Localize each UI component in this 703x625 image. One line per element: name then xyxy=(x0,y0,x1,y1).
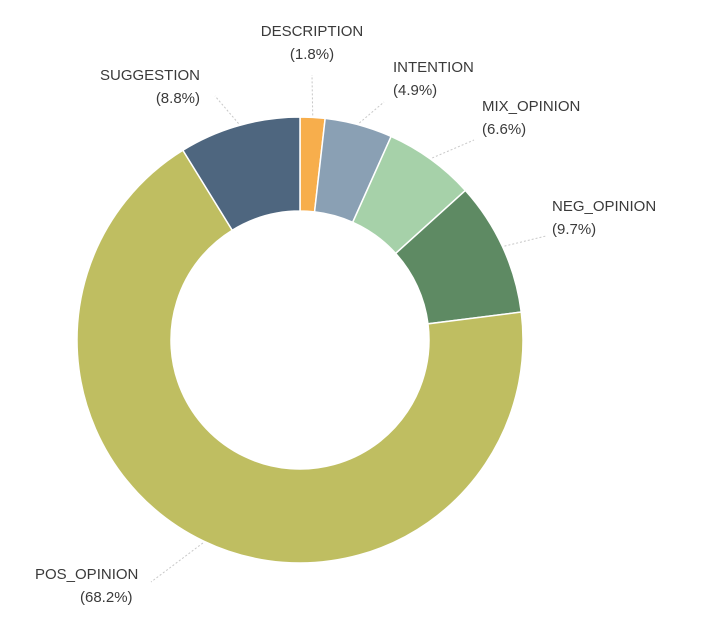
slice-label-intention: INTENTION xyxy=(393,59,474,76)
leader-line-intention xyxy=(359,101,385,124)
slice-percent-mix-opinion: (6.6%) xyxy=(482,121,526,138)
slice-label-neg-opinion: NEG_OPINION xyxy=(552,198,656,215)
slice-label-description: DESCRIPTION xyxy=(261,23,364,40)
slice-percent-pos-opinion: (68.2%) xyxy=(80,589,133,606)
donut-slices xyxy=(76,116,524,564)
slice-label-pos-opinion: POS_OPINION xyxy=(35,566,138,583)
slice-pos-opinion xyxy=(76,149,524,564)
slice-percent-suggestion: (8.8%) xyxy=(156,90,200,107)
leader-line-neg-opinion xyxy=(504,235,547,247)
slice-label-suggestion: SUGGESTION xyxy=(100,67,200,84)
leader-line-pos-opinion xyxy=(150,542,204,583)
slice-labels: DESCRIPTION (1.8%) INTENTION (4.9%) MIX_OPIN… xyxy=(35,23,656,606)
slice-percent-intention: (4.9%) xyxy=(393,82,437,99)
slice-suggestion xyxy=(181,116,301,232)
label-leader-lines xyxy=(150,74,547,583)
slice-percent-neg-opinion: (9.7%) xyxy=(552,221,596,238)
leader-line-mix-opinion xyxy=(432,139,475,159)
slice-label-mix-opinion: MIX_OPINION xyxy=(482,98,580,115)
slice-percent-description: (1.8%) xyxy=(290,46,334,63)
leader-line-description xyxy=(311,74,314,116)
leader-line-suggestion xyxy=(214,95,239,124)
